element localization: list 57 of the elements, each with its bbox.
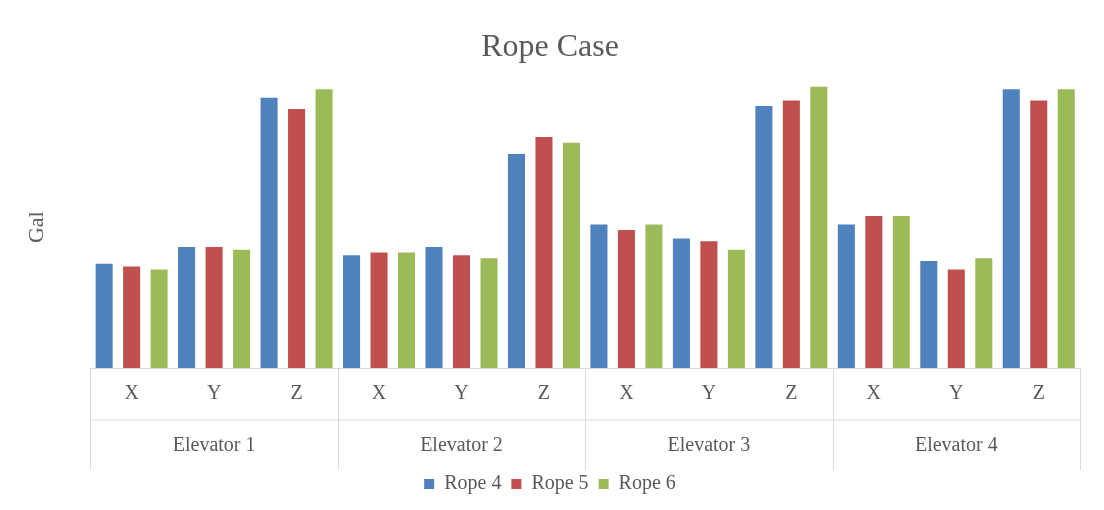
legend-label: Rope 6	[618, 471, 676, 495]
bar	[425, 246, 443, 368]
bar	[755, 106, 773, 368]
x-tick-label: Z	[1032, 381, 1045, 404]
bar	[562, 142, 580, 368]
bar	[892, 215, 910, 368]
bar	[782, 100, 800, 368]
bar	[178, 246, 196, 368]
bar	[975, 258, 993, 368]
bar	[370, 252, 388, 368]
bar	[1002, 89, 1020, 368]
bar	[507, 153, 525, 368]
x-tick-label: Z	[290, 381, 303, 404]
bar	[727, 249, 745, 368]
x-tick-label: Y	[701, 381, 717, 404]
text: Elevator 2	[420, 433, 503, 456]
bar	[672, 238, 690, 368]
x-tick-label: Z	[537, 381, 551, 404]
bar	[590, 224, 608, 368]
bar	[150, 269, 168, 368]
x-tick-label: Y	[206, 381, 222, 404]
bar	[645, 224, 663, 368]
bar	[288, 108, 306, 368]
bar	[1030, 100, 1048, 368]
bar	[95, 263, 113, 368]
x-tick-label: Y	[454, 381, 469, 404]
x-tick-label: X	[866, 381, 882, 404]
bar	[398, 252, 416, 368]
bar	[700, 241, 718, 368]
bar	[205, 246, 223, 368]
y-axis-title: Gal	[22, 211, 48, 244]
bar	[947, 269, 965, 368]
text: Elevator 1	[172, 433, 256, 456]
bar	[315, 89, 333, 368]
x-tick-label: X	[371, 381, 387, 404]
bar	[617, 230, 635, 368]
bar	[233, 249, 251, 368]
bar	[865, 215, 883, 368]
legend-label: Rope 4	[444, 471, 502, 495]
bar	[480, 258, 498, 368]
legend-label: Rope 5	[531, 471, 589, 495]
bar	[920, 260, 938, 368]
bar	[535, 137, 553, 368]
bar	[1057, 89, 1075, 368]
bar	[123, 266, 141, 368]
bar	[837, 224, 855, 368]
bar	[810, 86, 828, 368]
x-tick-label: X	[619, 381, 635, 404]
text: Elevator 4	[914, 433, 998, 456]
x-tick-label: Y	[949, 381, 964, 404]
bar	[260, 97, 278, 368]
x-tick-label: X	[124, 381, 140, 404]
text: Elevator 3	[667, 433, 751, 456]
bar	[452, 255, 471, 368]
bar	[343, 255, 361, 368]
chart-title: Rope Case	[481, 26, 619, 63]
x-tick-label: Z	[785, 381, 798, 404]
